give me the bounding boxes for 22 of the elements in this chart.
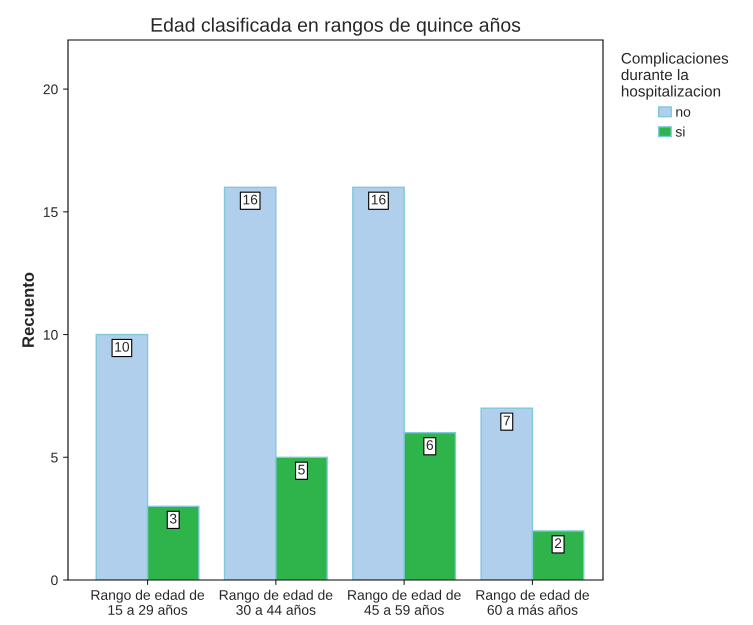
data-label: 2 [554, 538, 562, 548]
y-axis-title: Recuento [22, 272, 34, 347]
legend-label: no [676, 109, 690, 117]
y-tick-label: 20 [44, 84, 58, 94]
x-tick-label: Rango de edad de 60 a más años [476, 590, 589, 615]
legend-label: si [676, 126, 684, 137]
chart-title: Edad clasificada en rangos de quince años [152, 18, 520, 36]
y-tick-label: 15 [44, 207, 58, 217]
x-tick-label: Rango de edad de 30 a 44 años [220, 590, 332, 615]
data-label: 16 [244, 194, 258, 204]
y-tick-label: 5 [51, 452, 58, 462]
data-label: 6 [426, 440, 434, 450]
y-tick-label: 10 [44, 330, 58, 340]
legend-title: Complicaciones durante la hospitalizacion [621, 52, 728, 100]
data-label: 16 [372, 194, 386, 204]
data-label: 5 [298, 464, 305, 474]
data-label: 3 [170, 514, 176, 524]
x-tick-label: Rango de edad de 15 a 29 años [92, 590, 204, 615]
y-tick-label: 0 [51, 575, 58, 586]
x-tick-label: Rango de edad de 45 a 59 años [348, 590, 461, 615]
data-label: 7 [504, 416, 510, 426]
data-label: 10 [115, 342, 130, 352]
